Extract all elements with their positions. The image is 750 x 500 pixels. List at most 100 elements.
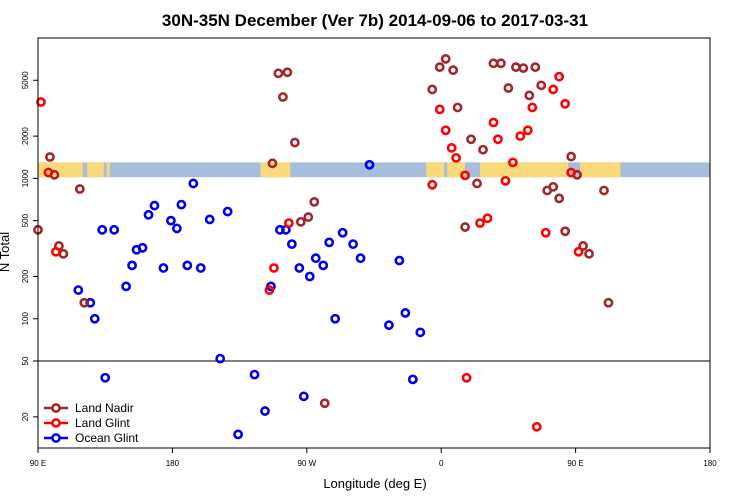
land-glint-point: [427, 179, 438, 190]
ocean-glint-point: [73, 285, 84, 295]
land-nadir-point: [309, 196, 320, 207]
y-tick-label: 500: [21, 213, 30, 227]
land-nadir-point: [472, 178, 482, 189]
land-nadir-point: [536, 80, 547, 91]
ocean-glint-point: [176, 199, 187, 210]
y-tick-label: 200: [21, 269, 30, 283]
ocean-glint-point: [324, 237, 335, 248]
ocean-glint-point: [158, 263, 169, 273]
land-glint-point: [264, 285, 275, 295]
land-glint-point: [460, 170, 470, 181]
land-glint-point: [51, 246, 61, 257]
ocean-glint-point: [249, 369, 260, 380]
y-tick-label: 100: [21, 312, 30, 326]
land-nadir-point: [45, 152, 55, 162]
land-band-segment: [106, 162, 110, 178]
land-nadir-point: [303, 212, 314, 222]
ocean-glint-point: [222, 206, 233, 217]
land-glint-point: [507, 157, 518, 168]
legend-label-land-nadir: Land Nadir: [75, 401, 134, 415]
ocean-glint-point: [294, 263, 305, 273]
x-tick-label: 90 E: [30, 459, 46, 468]
land-nadir-point: [566, 151, 577, 162]
land-band-segment: [426, 162, 445, 178]
land-nadir-point: [282, 67, 293, 78]
land-nadir-point: [496, 58, 506, 69]
land-glint-point: [515, 131, 526, 142]
ocean-glint-point: [348, 239, 358, 250]
land-nadir-point: [554, 193, 565, 204]
ocean-glint-point: [204, 214, 215, 225]
land-glint-point: [43, 167, 54, 178]
ocean-glint-point: [127, 260, 137, 271]
land-band-segment: [38, 162, 83, 178]
land-nadir-point: [427, 84, 438, 95]
land-nadir-point: [560, 226, 571, 237]
land-nadir-point: [319, 398, 330, 409]
land-glint-point: [488, 117, 499, 128]
ocean-glint-point: [188, 178, 199, 189]
legend-marker-ocean-glint: [51, 433, 61, 443]
legend-label-ocean-glint: Ocean Glint: [75, 431, 139, 445]
land-nadir-point: [273, 68, 284, 79]
chart-title: 30N-35N December (Ver 7b) 2014-09-06 to …: [162, 11, 588, 30]
ocean-glint-point: [415, 327, 426, 338]
land-glint-point: [493, 134, 503, 145]
land-nadir-point: [466, 134, 476, 145]
land-nadir-point: [548, 181, 559, 192]
x-tick-label: 180: [166, 459, 180, 468]
x-axis: 90 E 180 90 W 0 90 E 180: [30, 448, 717, 468]
legend-marker-land-nadir: [51, 403, 61, 413]
land-nadir-point: [289, 137, 300, 148]
ocean-glint-point: [337, 227, 348, 238]
land-nadir-point: [278, 92, 288, 102]
ocean-glint-point: [171, 223, 182, 234]
ocean-glint-point: [121, 281, 132, 292]
land-glint-point: [482, 213, 493, 224]
y-tick-label: 50: [21, 356, 30, 365]
ocean-glint-point: [394, 255, 405, 266]
land-nadir-point: [434, 62, 445, 73]
land-nadir-point: [440, 53, 451, 64]
land-nadir-point: [74, 184, 85, 194]
land-nadir-point: [295, 216, 306, 227]
land-glint-point: [451, 152, 462, 163]
legend-marker-land-glint: [51, 418, 61, 428]
land-glint-point: [554, 71, 565, 82]
land-glint-point: [560, 98, 571, 109]
land-glint-point: [283, 218, 294, 229]
land-glint-point: [573, 246, 584, 257]
y-tick-label: 5000: [21, 71, 30, 89]
ocean-glint-point: [400, 308, 411, 318]
land-band-segment: [580, 162, 621, 178]
x-axis-title: Longitude (deg E): [323, 476, 426, 491]
ocean-glint-point: [260, 406, 270, 416]
x-tick-label: 90 E: [567, 459, 583, 468]
land-glint-point: [522, 125, 533, 136]
ocean-glint-point: [233, 429, 244, 440]
ocean-glint-point: [109, 224, 120, 235]
legend-label-land-glint: Land Glint: [75, 416, 130, 430]
land-nadir-point: [524, 90, 535, 101]
y-axis: 20 50 100 200 500 1000 2000 5000: [21, 71, 38, 421]
land-nadir-point: [518, 63, 529, 74]
land-nadir-point: [578, 241, 588, 251]
land-nadir-point: [530, 62, 541, 73]
land-glint-point: [434, 104, 445, 115]
land-nadir-point: [448, 65, 459, 76]
ocean-glint-point: [143, 209, 154, 220]
ocean-glint-point: [182, 260, 193, 271]
ocean-glint-point: [100, 372, 111, 383]
ocean-glint-point: [286, 239, 297, 250]
land-nadir-point: [79, 297, 90, 308]
land-glint-point: [500, 175, 511, 186]
land-glint-point: [566, 167, 577, 178]
land-nadir-point: [452, 102, 463, 113]
land-mask-band: [38, 162, 710, 178]
ocean-glint-point: [195, 263, 206, 273]
ocean-glint-point: [355, 253, 366, 264]
plot-frame: [37, 37, 711, 449]
